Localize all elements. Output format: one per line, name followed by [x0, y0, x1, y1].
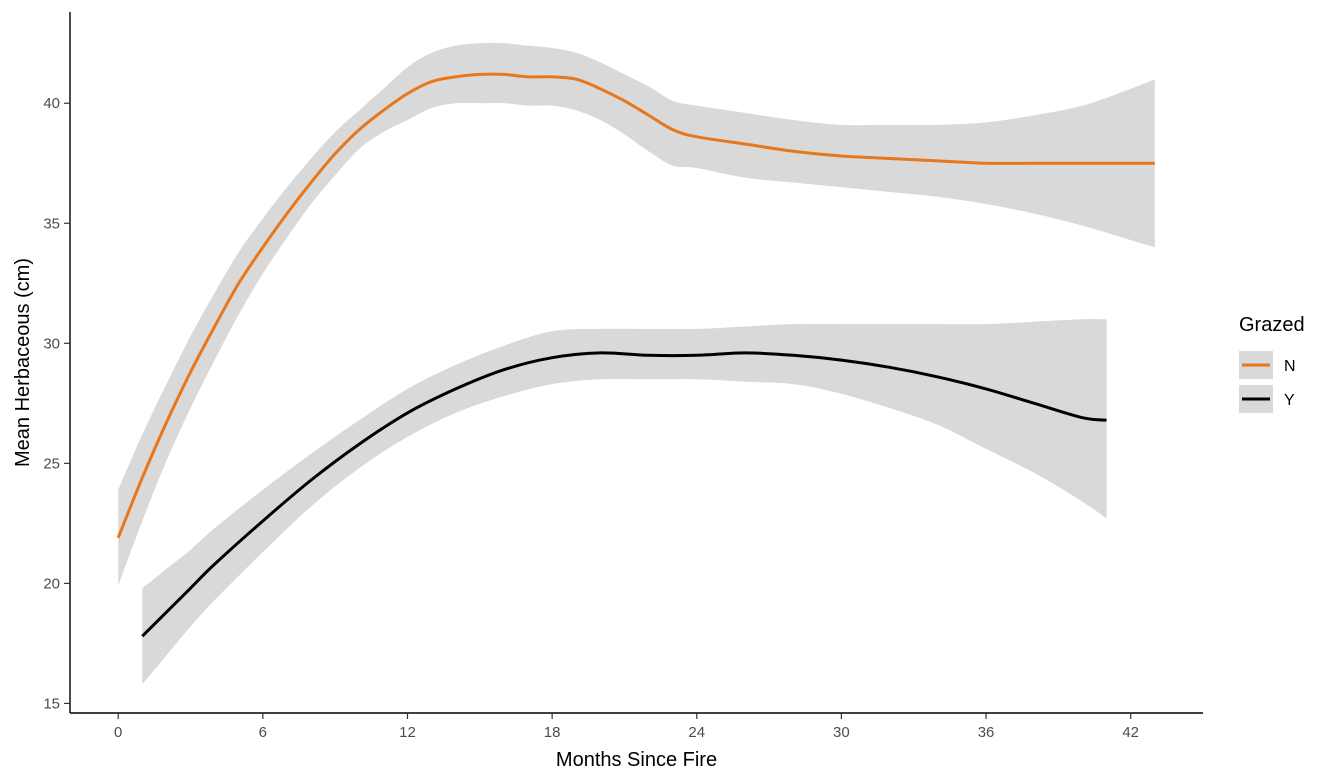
confidence-band-n: [118, 42, 1155, 586]
x-tick-label: 30: [833, 724, 850, 741]
series-line-y: [141, 351, 1107, 638]
y-axis-title: Mean Herbaceous (cm): [12, 258, 34, 467]
confidence-band-y: [142, 319, 1107, 685]
x-tick-label: 42: [1122, 724, 1139, 741]
y-tick-label: 20: [43, 575, 60, 592]
x-tick-label: 36: [978, 724, 995, 741]
confidence-bands: [118, 42, 1155, 685]
y-tick-label: 30: [43, 335, 60, 352]
series-line-n: [116, 72, 1155, 539]
y-tick-label: 25: [43, 455, 60, 472]
legend-label-n: N: [1284, 358, 1296, 375]
x-tick-label: 6: [259, 724, 267, 741]
x-axis-title: Months Since Fire: [556, 749, 717, 770]
x-tick-label: 12: [399, 724, 416, 741]
y-tick-label: 35: [43, 215, 60, 232]
axes: [69, 12, 1203, 714]
x-ticks: 0 6 12 18 24 30 36 42: [114, 713, 1139, 741]
x-tick-label: 0: [114, 724, 122, 741]
legend: Grazed NY: [1239, 314, 1305, 413]
legend-title: Grazed: [1239, 314, 1305, 336]
y-tick-label: 40: [43, 95, 60, 112]
x-tick-label: 18: [544, 724, 561, 741]
legend-label-y: Y: [1284, 392, 1295, 409]
x-tick-label: 24: [688, 724, 705, 741]
y-ticks: 15 20 25 30 35 40: [43, 95, 70, 712]
y-tick-label: 15: [43, 695, 60, 712]
series-lines: [116, 72, 1155, 638]
